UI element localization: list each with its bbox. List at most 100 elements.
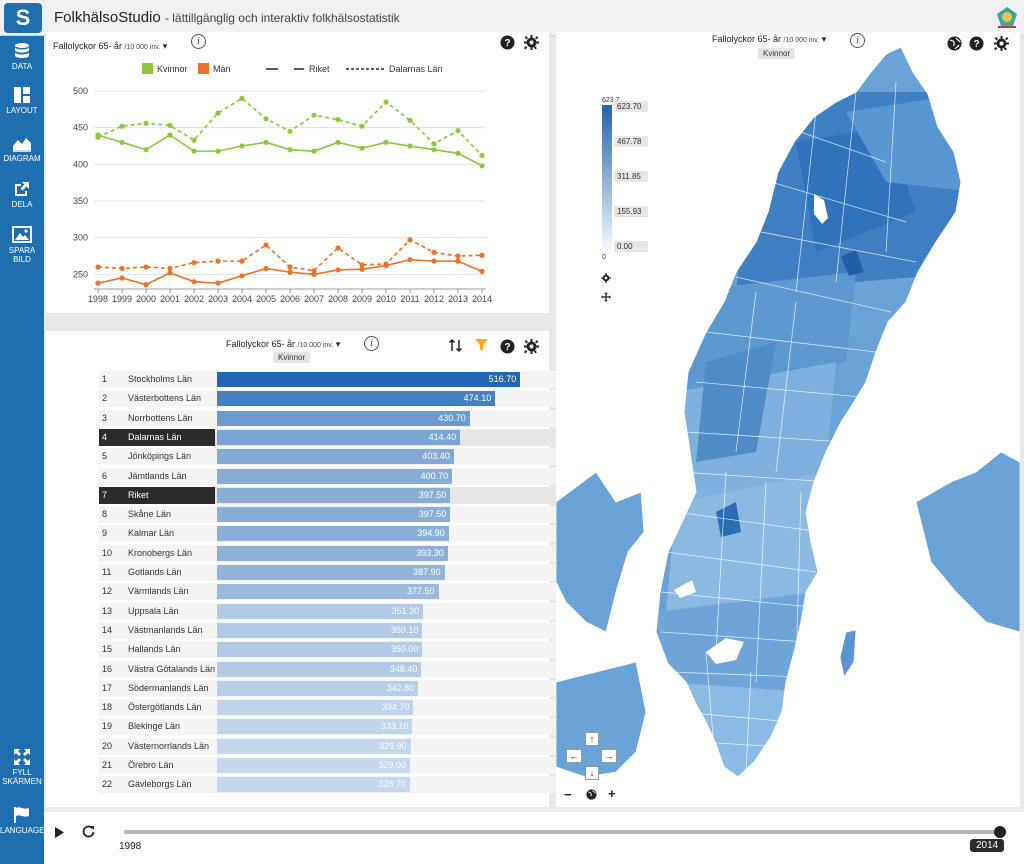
inset-map-right xyxy=(915,451,1020,633)
bar-row[interactable]: 21 Örebro Län 329.00 xyxy=(99,757,583,774)
app-logo[interactable]: S xyxy=(4,3,42,33)
help-icon[interactable]: ? xyxy=(500,35,515,50)
data-point xyxy=(95,280,101,286)
data-point xyxy=(167,270,173,276)
timeline-track[interactable] xyxy=(124,830,1000,834)
settings-gear-icon[interactable] xyxy=(994,36,1009,51)
sidebar-item-spara-bild[interactable]: SPARA BILD xyxy=(0,226,44,264)
pan-up-button[interactable]: ↑ xyxy=(585,732,599,746)
lake-icon xyxy=(706,638,744,664)
row-label-bg xyxy=(99,486,215,504)
sort-icon[interactable] xyxy=(448,338,463,353)
bar-row[interactable]: 5 Jönköpings Län 403.40 xyxy=(99,448,583,466)
bar-row[interactable]: 15 Hallands Län 350.00 xyxy=(99,641,583,659)
bar-row[interactable]: 12 Värmlands Län 377.50 xyxy=(99,583,583,601)
help-icon[interactable]: ? xyxy=(969,36,984,51)
settings-gear-icon[interactable] xyxy=(524,35,539,50)
globe-icon[interactable] xyxy=(947,36,962,51)
bar-row[interactable]: 9 Kalmar Län 394.90 xyxy=(99,525,583,543)
row-rank: 8 xyxy=(102,509,108,520)
legend-swatch-kvinnor xyxy=(142,63,153,74)
bar-row[interactable]: 18 Östergötlands Län 334.70 xyxy=(99,699,583,717)
data-point xyxy=(407,143,413,149)
legend-tick: 311.85 xyxy=(617,172,641,181)
bar-row[interactable]: 19 Blekinge Län 333.10 xyxy=(99,718,583,736)
info-icon[interactable]: i xyxy=(191,34,206,49)
sidebar-item-data[interactable]: DATA xyxy=(0,42,44,71)
bar-row[interactable]: 4 Dalarnas Län 414.40 xyxy=(99,428,583,446)
data-point xyxy=(311,148,317,154)
sweden-map[interactable] xyxy=(556,32,1020,807)
legend-settings-icon[interactable] xyxy=(601,273,611,283)
bar-chart-panel: Fallolyckor 65- år /10 000 inv. ▾ i Kvin… xyxy=(46,331,583,807)
sidebar-item-diagram[interactable]: DIAGRAM xyxy=(0,134,44,163)
pan-left-button[interactable]: ← xyxy=(566,749,582,763)
bar-row[interactable]: 11 Gotlands Län 387.90 xyxy=(99,564,583,581)
legend-top-label: 623.7 xyxy=(602,97,620,104)
bar-row[interactable]: 20 Västernorrlands Län 329.90 xyxy=(99,737,583,755)
map-title[interactable]: Fallolyckor 65- år /10 000 inv. ▾ xyxy=(712,34,827,44)
sidebar-item-fullscreen[interactable]: FYLL SKÄRMEN xyxy=(0,748,44,786)
bar-value-label: 400.70 xyxy=(420,470,449,481)
bar: 350.00 xyxy=(217,642,423,658)
x-tick-label: 2011 xyxy=(400,294,419,304)
bar-value-label: 394.90 xyxy=(417,528,445,539)
data-point xyxy=(167,122,173,129)
sidebar-item-layout[interactable]: LAYOUT xyxy=(0,86,44,115)
x-tick-label: 1999 xyxy=(112,294,132,304)
replay-icon[interactable] xyxy=(82,825,95,838)
bar-value-label: 516.70 xyxy=(488,374,517,384)
move-icon[interactable] xyxy=(601,292,611,302)
fullscreen-icon xyxy=(14,749,30,765)
bar-chart-title[interactable]: Fallolyckor 65- år /10 000 inv. ▾ xyxy=(226,339,341,349)
zoom-out-button[interactable]: − xyxy=(564,787,572,802)
timeline-end-label: 2014 xyxy=(970,839,1005,852)
bar-row[interactable]: 16 Västra Götalands Län 348.40 xyxy=(99,660,583,678)
pan-down-button[interactable]: ↓ xyxy=(585,766,599,780)
data-point xyxy=(287,128,293,134)
row-name: Norrbottens Län xyxy=(128,412,193,423)
pan-right-button[interactable]: → xyxy=(601,749,617,763)
help-icon[interactable]: ? xyxy=(500,339,515,354)
reset-view-globe-icon[interactable] xyxy=(586,789,597,800)
data-point xyxy=(143,264,149,270)
row-rank: 1 xyxy=(102,374,108,384)
bar-row[interactable]: 14 Västmanlands Län 350.10 xyxy=(99,621,583,639)
row-label-bg xyxy=(99,428,215,446)
zoom-in-button[interactable]: + xyxy=(608,786,616,801)
row-name: Östergötlands Län xyxy=(128,702,202,713)
bar: 387.90 xyxy=(217,565,445,580)
data-point xyxy=(311,112,317,118)
bar-row[interactable]: 10 Kronobergs Län 393.30 xyxy=(99,544,583,562)
bar-row[interactable]: 17 Södermanlands Län 342.80 xyxy=(99,679,583,697)
row-rank: 17 xyxy=(102,682,113,693)
data-point xyxy=(479,152,485,159)
data-point xyxy=(263,265,269,272)
row-name: Hallands Län xyxy=(128,644,181,655)
bar-row[interactable]: 3 Norrbottens Län 430.70 xyxy=(99,409,583,427)
filter-icon[interactable] xyxy=(474,338,489,353)
bar: 333.10 xyxy=(217,719,413,735)
bar: 400.70 xyxy=(217,468,453,484)
line-chart-title[interactable]: Fallolyckor 65- år /10 000 inv. ▾ xyxy=(53,41,168,51)
bar-row[interactable]: 6 Jämtlands Län 400.70 xyxy=(99,467,583,485)
row-name: Blekinge Län xyxy=(128,721,181,732)
bar-row[interactable]: 7 Riket 397.50 xyxy=(99,486,583,504)
sidebar-item-dela[interactable]: DELA xyxy=(0,180,44,209)
map-panel: Fallolyckor 65- år /10 000 inv. ▾ i Kvin… xyxy=(556,32,1020,807)
info-icon[interactable]: i xyxy=(850,33,865,48)
bar-row[interactable]: 22 Gävleborgs Län 328.70 xyxy=(99,776,583,794)
bar-row[interactable]: 8 Skåne Län 397.50 xyxy=(99,506,583,524)
bar-row[interactable]: 13 Uppsala Län 351.30 xyxy=(99,602,583,620)
settings-gear-icon[interactable] xyxy=(524,339,539,354)
info-icon[interactable]: i xyxy=(364,336,379,351)
data-point xyxy=(335,139,341,145)
bar-value-label: 430.70 xyxy=(438,412,466,423)
bar: 334.70 xyxy=(217,700,414,716)
play-icon[interactable] xyxy=(54,827,64,838)
row-rank: 14 xyxy=(102,624,113,635)
bar-row[interactable]: 2 Västerbottens Län 474.10 xyxy=(99,390,583,408)
sidebar-item-language[interactable]: LANGUAGE xyxy=(0,806,44,835)
bar-row[interactable]: 1 Stockholms Län 516.70 xyxy=(99,371,583,388)
timeline-handle[interactable] xyxy=(994,826,1006,838)
